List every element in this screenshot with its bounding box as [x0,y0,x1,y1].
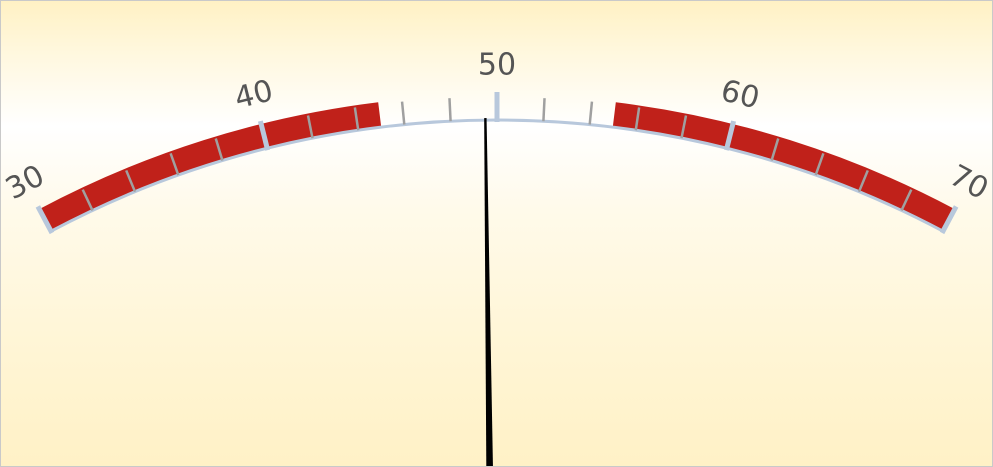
minor-tick-36 [169,152,180,176]
minor-tick-64 [814,152,825,176]
minor-tick-52 [542,98,546,122]
danger-bands [39,102,955,232]
tick-label-30: 30 [1,158,50,207]
major-tick-60 [723,120,737,151]
tick-label-70: 70 [944,158,992,207]
gauge-needle [484,118,493,466]
minor-tick-34 [125,169,137,193]
minor-tick-66 [857,169,869,193]
tick-label-40: 40 [231,73,277,116]
minor-tick-56 [634,107,641,131]
minor-tick-68 [900,189,913,211]
minor-tick-58 [680,115,688,139]
danger-band-0 [39,102,382,232]
major-tick-70 [939,205,959,235]
minor-tick-54 [588,101,594,125]
minor-tick-32 [81,189,94,211]
minor-tick-46 [400,101,406,125]
scale-arc [50,118,944,233]
minor-tick-38 [214,138,224,161]
major-tick-30 [35,205,55,235]
minor-tick-42 [306,115,314,139]
minor-tick-62 [770,138,780,161]
major-tick-40 [257,120,271,151]
minor-tick-48 [448,98,452,122]
tick-label-60: 60 [717,73,763,116]
tick-label-50: 50 [478,48,516,83]
minor-tick-44 [353,107,360,131]
scale-ticks [35,92,959,235]
danger-band-1 [612,102,955,232]
